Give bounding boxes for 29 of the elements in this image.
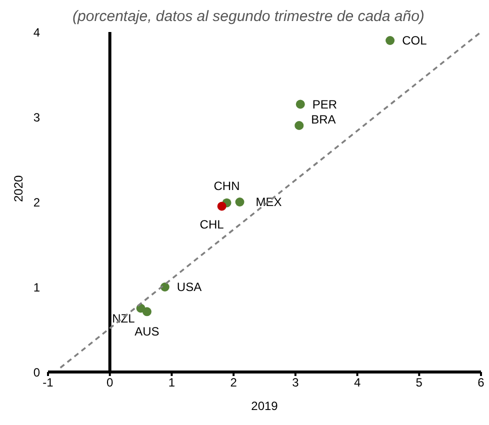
y-axis-title: 2020 [11, 174, 26, 202]
data-label: USA [176, 280, 202, 294]
point [296, 100, 305, 109]
point [142, 307, 152, 316]
chart-title: (porcentaje, datos al segundo trimestre de cada año) [72, 8, 426, 26]
x-tick-label: 0 [106, 376, 114, 390]
x-tick-label: 1 [168, 376, 176, 390]
point [386, 36, 395, 45]
data-label: AUS [134, 324, 160, 339]
x-tick-label: -1 [42, 376, 54, 390]
x-tick-label: 5 [416, 376, 423, 390]
x-tick-label: 3 [292, 376, 300, 390]
y-tick-label: 2 [33, 195, 40, 210]
data-label: BRA [311, 112, 336, 126]
point [235, 198, 244, 206]
data-label: COL [402, 34, 428, 48]
x-tick-label: 6 [478, 376, 485, 390]
point [294, 121, 304, 130]
data-label: CHL [200, 217, 224, 232]
x-tick-label: 2 [230, 376, 238, 390]
y-tick-label: 0 [33, 365, 40, 380]
x-axis-title: 2019 [251, 399, 278, 413]
y-tick-label: 3 [33, 110, 40, 124]
point [217, 202, 226, 211]
data-label: PER [312, 97, 338, 112]
y-tick-label: 4 [33, 25, 40, 40]
x-tick-label: 4 [354, 376, 361, 390]
y-tick-label: 1 [33, 280, 40, 294]
data-label: CHN [214, 178, 240, 193]
